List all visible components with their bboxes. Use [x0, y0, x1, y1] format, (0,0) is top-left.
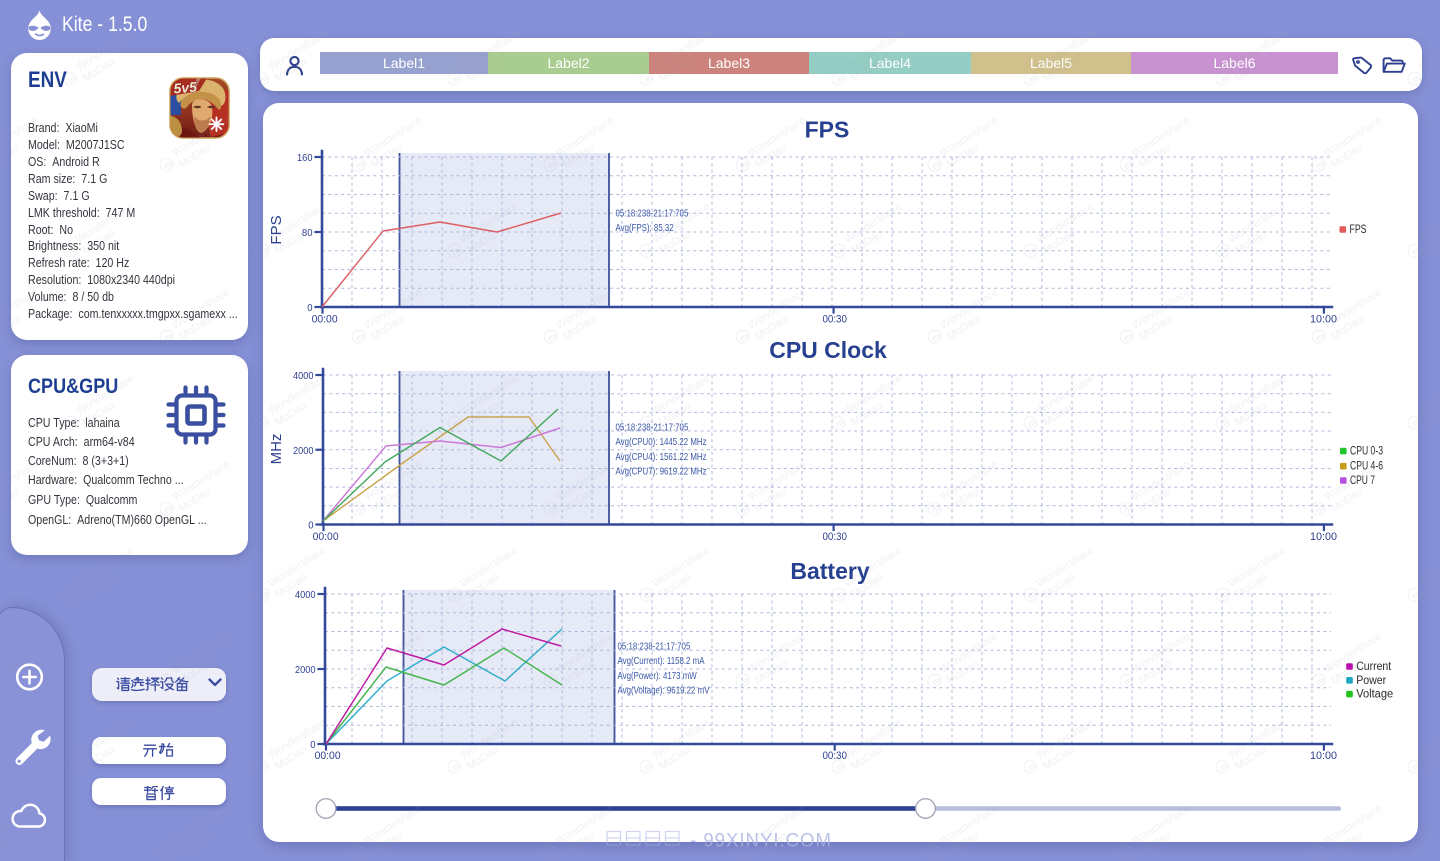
- svg-text:- 99XINYI.COM: - 99XINYI.COM: [690, 831, 832, 852]
- svg-text:4000: 4000: [295, 589, 316, 601]
- svg-text:2000: 2000: [295, 664, 316, 676]
- svg-text:160: 160: [297, 152, 313, 164]
- svg-text:Current: Current: [1356, 661, 1392, 673]
- svg-text:05:18:238-21:17:705: 05:18:238-21:17:705: [616, 422, 689, 433]
- svg-text:05:18:238-21:17:705: 05:18:238-21:17:705: [616, 208, 689, 219]
- svg-text:10:00: 10:00: [1310, 750, 1337, 762]
- svg-text:FPS: FPS: [1350, 224, 1367, 236]
- svg-text:00:00: 00:00: [312, 314, 338, 326]
- svg-text:Avg(Power): 4173 mW: Avg(Power): 4173 mW: [618, 670, 698, 681]
- svg-text:Avg(CPU7): 9619.22 MHz: Avg(CPU7): 9619.22 MHz: [616, 466, 708, 477]
- svg-text:CPU 7: CPU 7: [1350, 475, 1375, 487]
- svg-text:00:30: 00:30: [822, 750, 847, 762]
- svg-text:FPS: FPS: [268, 215, 285, 244]
- svg-text:0: 0: [307, 302, 312, 314]
- svg-text:Voltage: Voltage: [1356, 689, 1393, 701]
- svg-text:Avg(Voltage): 9619.22 mV: Avg(Voltage): 9619.22 mV: [618, 685, 710, 696]
- svg-text:CPU 4-6: CPU 4-6: [1350, 461, 1383, 473]
- svg-text:10:00: 10:00: [1310, 531, 1337, 543]
- svg-text:Avg(CPU0): 1445.22 MHz: Avg(CPU0): 1445.22 MHz: [616, 436, 708, 447]
- svg-text:MHz: MHz: [268, 434, 285, 465]
- svg-text:00:30: 00:30: [822, 314, 847, 326]
- svg-text:10:00: 10:00: [1310, 314, 1337, 326]
- svg-text:00:30: 00:30: [822, 531, 847, 543]
- svg-text:80: 80: [302, 227, 313, 239]
- svg-text:00:00: 00:00: [313, 531, 339, 543]
- svg-text:05:18:238-21:17:705: 05:18:238-21:17:705: [618, 641, 691, 652]
- svg-text:2000: 2000: [293, 445, 314, 457]
- svg-text:Power: Power: [1356, 675, 1386, 687]
- svg-text:Battery: Battery: [790, 558, 869, 584]
- svg-text:FPS: FPS: [805, 117, 850, 143]
- svg-text:CPU 0-3: CPU 0-3: [1350, 446, 1383, 458]
- svg-text:0: 0: [308, 520, 313, 532]
- svg-text:4000: 4000: [293, 370, 314, 382]
- svg-text:Avg(Current): 1158.2 mA: Avg(Current): 1158.2 mA: [618, 655, 705, 666]
- svg-text:00:00: 00:00: [315, 750, 341, 762]
- svg-text:Avg(FPS): 85.32: Avg(FPS): 85.32: [616, 222, 674, 233]
- svg-text:CPU Clock: CPU Clock: [769, 337, 887, 363]
- svg-text:Avg(CPU4): 1561.22 MHz: Avg(CPU4): 1561.22 MHz: [616, 451, 708, 462]
